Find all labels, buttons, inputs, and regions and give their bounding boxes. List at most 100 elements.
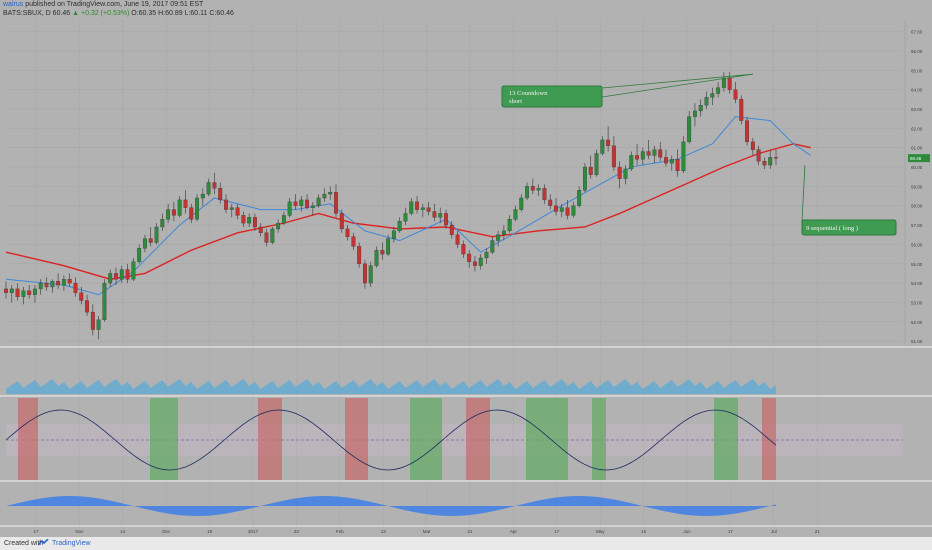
time-tick-label: 21 — [467, 529, 473, 534]
candle-bear — [334, 192, 338, 214]
candle-bear — [461, 244, 466, 255]
candle-bear — [27, 290, 32, 295]
candle-bear — [357, 246, 362, 264]
candle-bull — [403, 213, 408, 222]
candle-bull — [525, 186, 529, 199]
candle-bear — [345, 228, 350, 237]
candle-bull — [316, 197, 321, 206]
candle-bear — [530, 186, 535, 191]
candle-bear — [606, 139, 611, 146]
candle-bull — [328, 192, 333, 195]
candle-bull — [496, 234, 501, 241]
candle-bear — [774, 157, 778, 159]
oscillator-line — [5, 409, 777, 471]
candle-bull — [577, 190, 582, 206]
tradingview-logo-icon — [38, 539, 49, 546]
callout-text: 9 sequential ( long ) — [806, 225, 858, 232]
candle-bull — [513, 209, 518, 220]
published-text: published on TradingView.com, June 19, 2… — [25, 1, 204, 8]
candle-bull — [559, 207, 564, 212]
candle-bull — [583, 166, 587, 191]
candle-bull — [160, 219, 165, 228]
candle-bear — [114, 273, 118, 280]
candles — [4, 72, 778, 340]
price-tick-label: 55.00 — [911, 262, 923, 267]
candle-bear — [212, 182, 217, 189]
candle-bull — [247, 217, 252, 224]
tradingview-brand[interactable]: TradingView — [52, 540, 91, 547]
candle-bear — [617, 166, 622, 179]
candle-bear — [67, 279, 72, 284]
price-change: ▲ +0.32 (+0.53%) — [72, 10, 130, 17]
price-axis: 51.00 52.00 53.00 54.00 55.00 56.00 57.00 58.00… — [904, 20, 930, 345]
candle-bull — [50, 281, 55, 288]
time-tick-label: Jun — [683, 529, 691, 534]
price-tick-label: 51.00 — [911, 339, 923, 344]
candle-bear — [664, 157, 668, 164]
last-price-marker — [908, 154, 930, 163]
candle-bull — [768, 157, 773, 166]
candle-bull — [108, 273, 113, 284]
candle-bull — [484, 251, 489, 259]
callout-box — [501, 85, 603, 108]
candle-bull — [507, 219, 512, 232]
time-tick-label: Mar — [423, 529, 431, 534]
candle-bear — [756, 149, 761, 162]
candle-bull — [177, 199, 182, 216]
callout-leader — [601, 73, 753, 98]
time-tick-label: 17 — [728, 529, 734, 534]
candle-bull — [276, 222, 281, 230]
candle-bear — [733, 89, 738, 100]
candle-bear — [258, 226, 263, 233]
candle-bull — [154, 226, 159, 243]
time-tick-label: 21 — [815, 529, 821, 534]
candle-bull — [640, 151, 645, 160]
candle-bull — [310, 205, 315, 208]
signal-zone — [592, 398, 606, 480]
candle-bull — [229, 207, 234, 210]
candle-bear — [588, 166, 593, 175]
price-tick-label: 59.00 — [911, 184, 923, 189]
candle-bear — [739, 99, 744, 121]
candle-bull — [687, 116, 692, 143]
candle-bear — [183, 199, 188, 208]
candle-bear — [363, 263, 367, 284]
candle-bear — [415, 201, 419, 210]
candle-bear — [467, 253, 472, 262]
candle-bull — [143, 238, 147, 249]
candle-bull — [9, 288, 14, 293]
publish-header: walrus published on TradingView.com, Jun… — [3, 1, 203, 8]
volume-area — [6, 379, 776, 394]
time-tick-label: May — [596, 529, 605, 534]
candle-bear — [432, 211, 437, 218]
candle-bull — [571, 205, 576, 216]
candle-bull — [38, 282, 43, 290]
candle-bull — [420, 207, 425, 210]
candle-bear — [4, 288, 8, 293]
indicator-panes — [0, 346, 932, 527]
candle-bear — [44, 282, 49, 288]
macd-histogram — [6, 496, 776, 516]
callout-text: short — [509, 98, 522, 105]
candle-bear — [253, 217, 257, 228]
time-tick-label: 17 — [554, 529, 560, 534]
time-tick-label: Dec — [162, 529, 171, 534]
signal-zone — [150, 398, 178, 480]
price-tick-label: 65.00 — [911, 68, 923, 73]
candle-bear — [473, 261, 477, 266]
candle-bull — [61, 279, 66, 286]
time-tick-label: 19 — [207, 529, 213, 534]
candle-bull — [195, 197, 199, 220]
candle-bear — [125, 269, 130, 280]
candle-bull — [270, 228, 275, 243]
created-with-text: Created with — [4, 540, 44, 547]
author-link[interactable]: walrus — [3, 1, 24, 8]
candle-bear — [189, 207, 194, 220]
candle-bull — [322, 193, 327, 199]
time-tick-label: Jul — [771, 529, 777, 534]
candle-bear — [339, 213, 344, 230]
candle-bull — [391, 230, 396, 239]
candle-bear — [380, 250, 385, 255]
candle-bear — [426, 207, 431, 212]
